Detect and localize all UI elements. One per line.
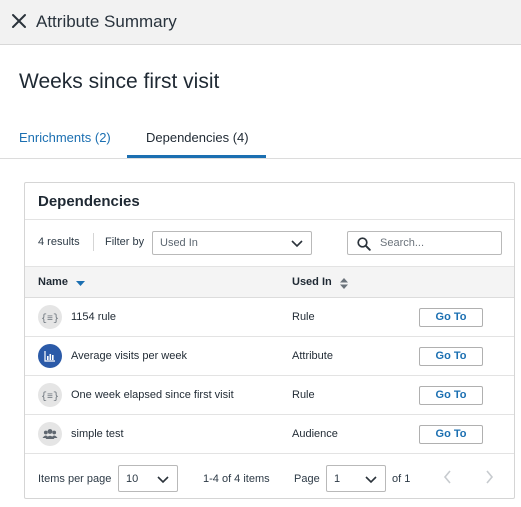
tab-dependencies[interactable]: Dependencies (4)	[146, 130, 249, 145]
table-row: {≡} 1154 rule Rule Go To	[25, 298, 514, 337]
pagination-bar: Items per page 10 1-4 of 4 items Page 1 …	[25, 455, 514, 499]
tab-bar: Enrichments (2) Dependencies (4)	[0, 118, 521, 159]
items-per-page-select[interactable]: 10	[118, 465, 178, 492]
sort-descending-icon[interactable]	[76, 281, 85, 287]
filter-label: Filter by	[105, 236, 145, 248]
go-to-button[interactable]: Go To	[419, 347, 483, 366]
row-used-in: Rule	[292, 389, 315, 401]
chevron-down-icon	[291, 240, 303, 248]
chevron-down-icon	[365, 476, 377, 484]
rule-icon: {≡}	[38, 383, 62, 407]
row-used-in: Audience	[292, 428, 338, 440]
divider	[93, 233, 94, 251]
divider	[25, 219, 514, 220]
row-used-in: Attribute	[292, 350, 333, 362]
active-tab-indicator	[127, 155, 266, 158]
item-range: 1-4 of 4 items	[203, 473, 270, 485]
row-name: Average visits per week	[71, 350, 187, 362]
tab-enrichments[interactable]: Enrichments (2)	[19, 130, 111, 145]
search-icon	[357, 237, 371, 251]
column-header-name[interactable]: Name	[38, 276, 68, 288]
table-row: Average visits per week Attribute Go To	[25, 337, 514, 376]
dependencies-panel: Dependencies 4 results Filter by Used In…	[24, 182, 515, 499]
chevron-right-icon	[486, 470, 494, 484]
next-page-button[interactable]	[481, 468, 497, 486]
row-used-in: Rule	[292, 311, 315, 323]
close-button[interactable]	[8, 10, 30, 32]
page-label: Page	[294, 473, 320, 485]
row-name: 1154 rule	[71, 311, 117, 323]
chevron-down-icon	[157, 476, 169, 484]
go-to-button[interactable]: Go To	[419, 386, 483, 405]
search-box[interactable]	[347, 231, 502, 255]
previous-page-button[interactable]	[440, 468, 456, 486]
svg-text:{≡}: {≡}	[41, 313, 59, 325]
row-name: simple test	[71, 428, 124, 440]
column-header-used-in[interactable]: Used In	[292, 276, 332, 288]
audience-icon	[38, 422, 62, 446]
page-select[interactable]: 1	[326, 465, 386, 492]
items-per-page-value: 10	[126, 473, 139, 485]
go-to-button[interactable]: Go To	[419, 308, 483, 327]
results-count: 4 results	[38, 236, 80, 248]
sort-icon[interactable]	[340, 278, 348, 289]
bar-chart-icon	[38, 344, 62, 368]
dialog-header: Attribute Summary	[0, 0, 521, 45]
row-name: One week elapsed since first visit	[71, 389, 234, 401]
table-row: {≡} One week elapsed since first visit R…	[25, 376, 514, 415]
filter-select[interactable]: Used In	[152, 231, 312, 255]
page-count: of 1	[392, 473, 411, 485]
page-select-value: 1	[334, 473, 341, 485]
dialog-title: Attribute Summary	[36, 12, 177, 31]
search-input[interactable]	[380, 235, 498, 251]
page-title: Weeks since first visit	[19, 70, 220, 93]
items-per-page-label: Items per page	[38, 473, 112, 485]
filter-select-placeholder: Used In	[160, 237, 198, 249]
chevron-left-icon	[443, 470, 451, 484]
close-icon	[12, 14, 26, 28]
table-header: Name Used In	[25, 266, 514, 298]
panel-title: Dependencies	[38, 193, 140, 210]
svg-text:{≡}: {≡}	[41, 391, 59, 403]
go-to-button[interactable]: Go To	[419, 425, 483, 444]
table-row: simple test Audience Go To	[25, 415, 514, 454]
rule-icon: {≡}	[38, 305, 62, 329]
